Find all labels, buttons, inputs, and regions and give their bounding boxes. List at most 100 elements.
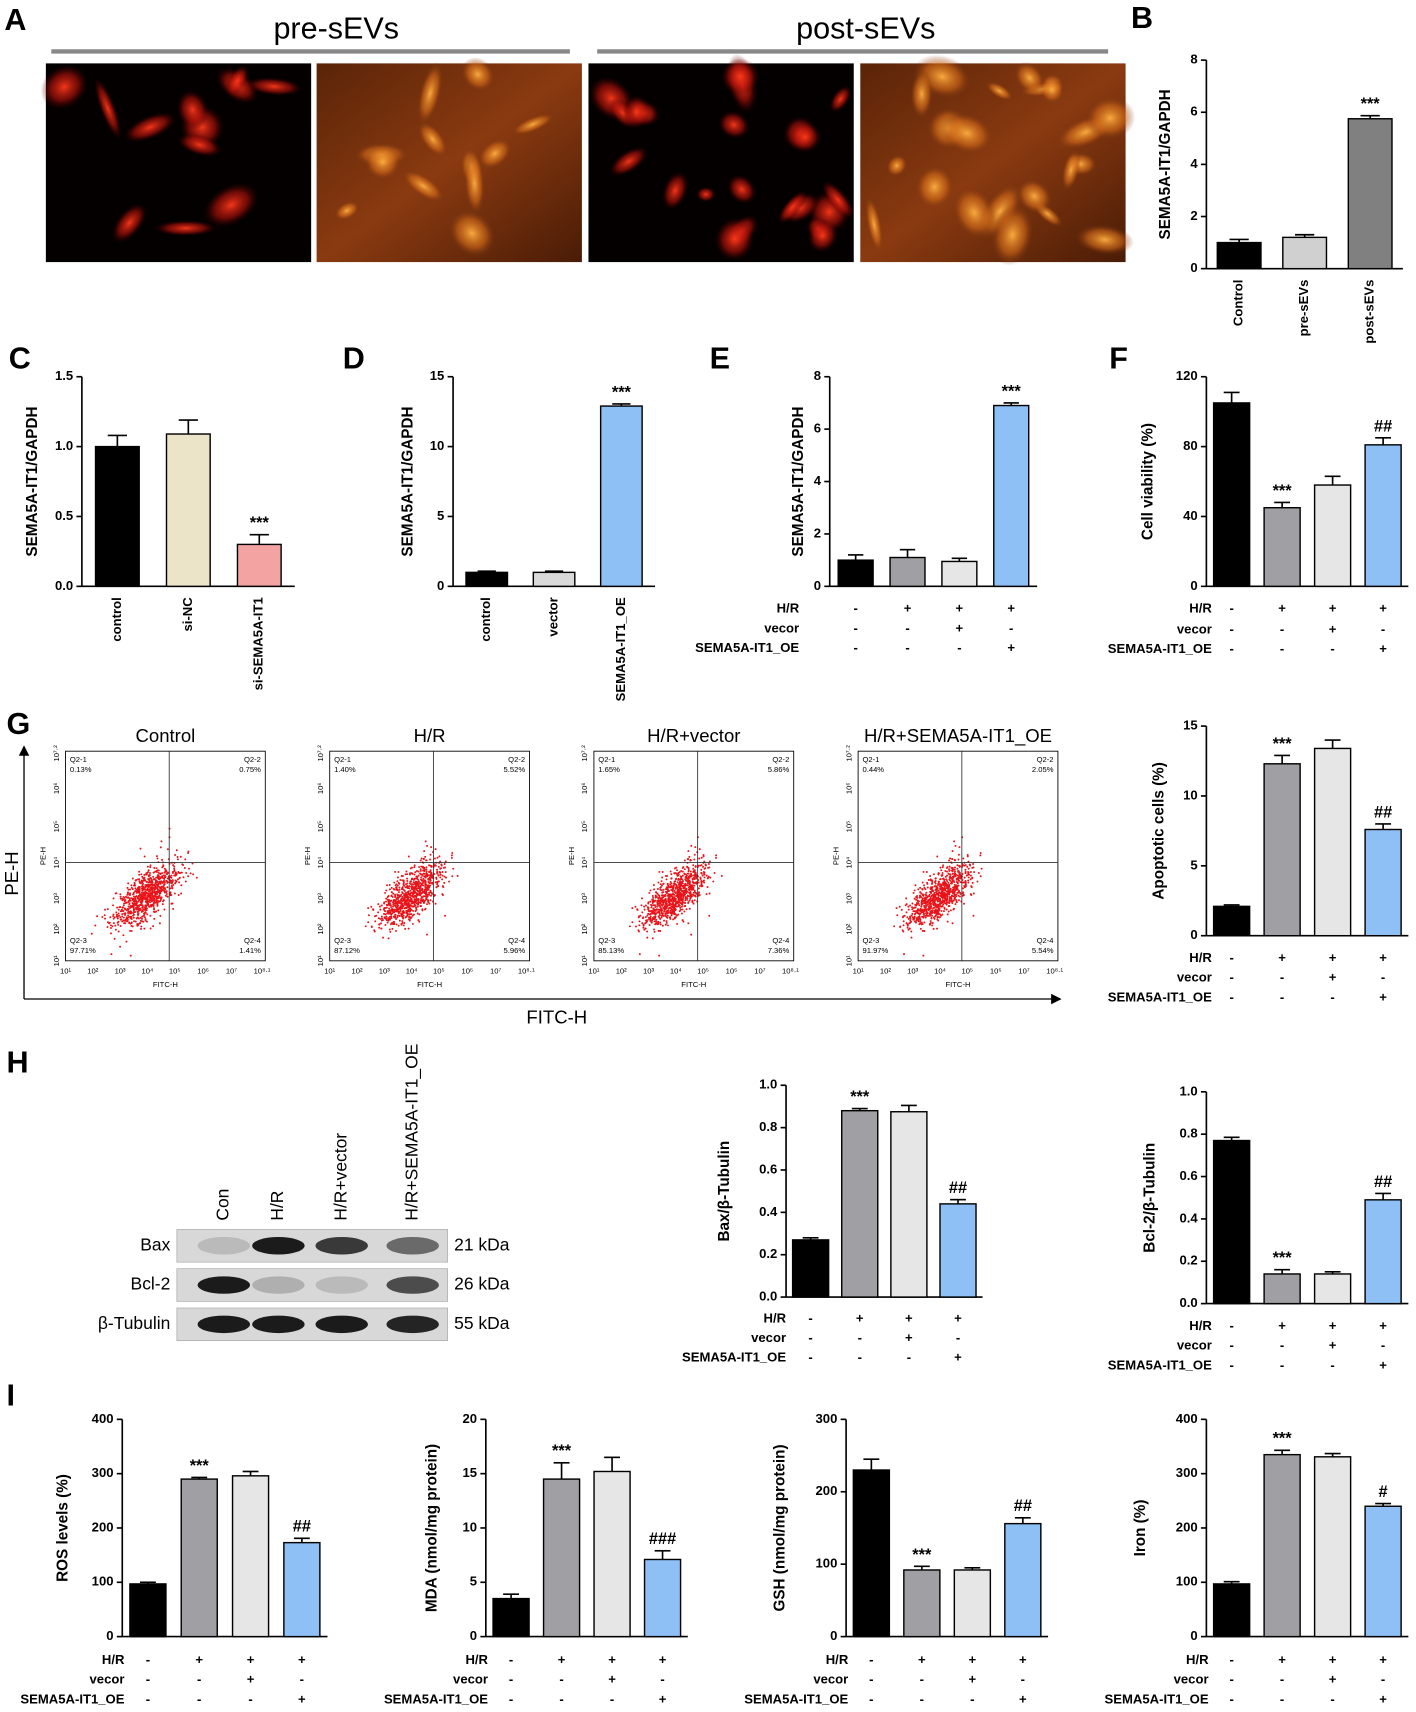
y-axis-label: Bax/β-Tubulin: [716, 1141, 733, 1242]
event: [945, 885, 948, 888]
condition-mark: -: [808, 1310, 812, 1325]
event: [653, 930, 656, 933]
event: [119, 895, 122, 898]
y-tick-label: 10⁷·²: [580, 745, 589, 762]
event: [138, 909, 141, 912]
event: [660, 903, 663, 906]
plot-frame: [65, 750, 266, 962]
y-axis-label: MDA (nmol/mg protein): [423, 1444, 440, 1612]
event: [139, 847, 142, 850]
x-tick-label: 10²: [880, 967, 891, 976]
y-tick-label: 8: [814, 368, 821, 383]
event: [126, 896, 129, 899]
event: [397, 900, 400, 903]
event: [955, 878, 958, 881]
event: [385, 900, 387, 903]
y-tick-label: 10: [1183, 787, 1198, 802]
event: [902, 930, 905, 933]
event: [668, 886, 671, 889]
lane-label: H/R: [267, 1191, 287, 1221]
event: [397, 910, 400, 913]
event: [652, 899, 655, 902]
event: [666, 914, 669, 917]
condition-mark: -: [146, 1652, 150, 1667]
event: [980, 867, 983, 870]
bar: [1364, 1199, 1402, 1305]
condition-mark: -: [808, 1350, 812, 1365]
condition-name: H/R: [763, 1310, 786, 1325]
x-tick-label: 10¹: [324, 967, 335, 976]
condition-mark: -: [1280, 1672, 1284, 1687]
event: [917, 920, 920, 923]
event: [390, 906, 393, 908]
event: [662, 903, 665, 906]
event: [191, 862, 194, 865]
event: [657, 911, 660, 914]
x-tick-label: 10¹: [60, 967, 71, 976]
event: [954, 884, 957, 887]
event: [436, 868, 439, 871]
x-tick-label: 10⁵: [697, 967, 709, 976]
event: [139, 894, 142, 896]
condition-mark: -: [1280, 621, 1284, 636]
event: [379, 908, 382, 911]
event: [136, 897, 139, 900]
event: [149, 914, 152, 917]
event: [392, 903, 395, 906]
row-label: Bax: [140, 1234, 170, 1254]
event: [931, 898, 934, 901]
event: [126, 891, 129, 894]
cell: [1085, 96, 1136, 140]
event: [141, 894, 144, 897]
event: [150, 903, 153, 906]
quadrant-percent: 1.65%: [598, 765, 620, 774]
event: [693, 899, 696, 902]
event: [690, 873, 693, 876]
event: [180, 871, 183, 874]
event: [406, 873, 409, 876]
event: [422, 867, 425, 869]
event: [121, 915, 124, 918]
event: [685, 884, 688, 887]
event: [176, 878, 179, 881]
event: [679, 875, 682, 878]
event: [441, 874, 444, 877]
event: [156, 904, 159, 907]
cell: [40, 64, 88, 110]
cell: [124, 112, 176, 143]
plot-frame: [857, 750, 1059, 962]
event: [923, 929, 926, 932]
event: [110, 932, 113, 935]
event: [428, 893, 431, 896]
event: [424, 885, 427, 888]
event: [936, 855, 939, 858]
event: [145, 920, 148, 923]
event: [686, 882, 689, 885]
event: [937, 880, 940, 883]
y-tick-label: 1.0: [759, 1077, 777, 1092]
event: [419, 859, 422, 862]
cell: [460, 57, 495, 92]
event: [94, 924, 97, 927]
event: [187, 852, 190, 855]
event: [145, 891, 148, 894]
condition-mark: -: [970, 1691, 974, 1706]
event: [140, 891, 143, 894]
event: [712, 880, 715, 883]
event: [683, 894, 686, 897]
event: [390, 917, 393, 920]
event: [414, 884, 417, 887]
event: [670, 889, 673, 892]
condition-mark: -: [1229, 641, 1233, 656]
event: [665, 888, 668, 891]
event: [947, 892, 950, 895]
significance: ##: [293, 1518, 311, 1536]
event: [155, 876, 158, 879]
event: [132, 904, 135, 907]
event: [440, 864, 443, 867]
condition-mark: -: [1381, 970, 1385, 985]
cell: [718, 111, 750, 139]
event: [951, 867, 954, 870]
event: [414, 871, 417, 874]
event: [428, 902, 431, 905]
